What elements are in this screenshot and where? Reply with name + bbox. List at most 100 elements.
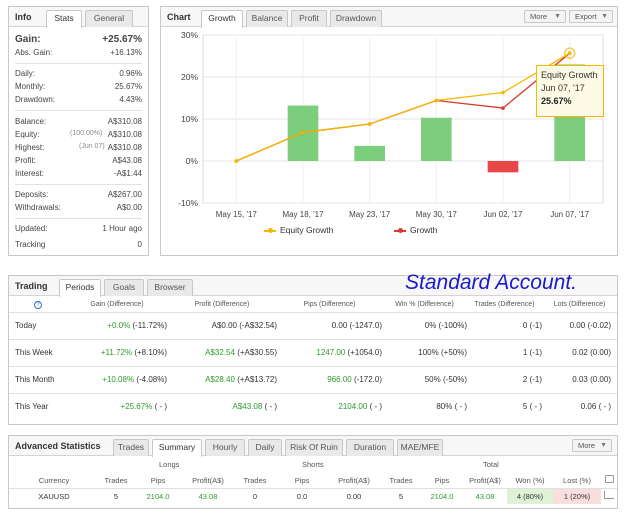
legend-growth-label[interactable]: Growth <box>410 225 438 235</box>
x-tick-label: May 18, '17 <box>282 210 324 219</box>
lots-diff: (0.00) <box>590 375 611 384</box>
profit-cell: A$28.40 <box>205 375 235 384</box>
trades-cell: 5 <box>522 402 528 412</box>
export-label: Export <box>575 12 597 21</box>
y-tick-label: 0% <box>186 156 199 166</box>
tab-daily[interactable]: Daily <box>248 439 282 456</box>
highest-label: Highest: <box>15 143 45 152</box>
tab-trades[interactable]: Trades <box>113 439 149 456</box>
lost-cell: 1 (20%) <box>553 488 601 504</box>
pips-diff: (-1247.0) <box>349 321 382 330</box>
trades-cell: 1 <box>522 348 528 357</box>
tracking-label: Tracking <box>15 240 46 249</box>
header-profit: Profit (Difference) <box>194 301 250 309</box>
chart-tabbar: Chart Growth Balance Profit Drawdown Mor… <box>161 7 617 28</box>
tab-goals[interactable]: Goals <box>104 279 144 296</box>
header-lots: Lots (Difference) <box>553 301 606 309</box>
growth-chart[interactable]: 30% 20% 10% 0% -10% May 15, '17 May 18, '17 May… <box>161 28 617 256</box>
tab-mae-mfe[interactable]: MAE/MFE <box>397 439 443 456</box>
table-row: XAUUSD 5 2104.0 43.08 0 0.0 0.00 5 2104.… <box>9 488 617 504</box>
highlight-point <box>563 47 576 59</box>
drawdown-value: 4.43% <box>119 95 142 104</box>
tab-hourly[interactable]: Hourly <box>205 439 245 456</box>
tab-balance[interactable]: Balance <box>246 10 288 27</box>
tab-profit[interactable]: Profit <box>291 10 327 27</box>
highest-note: (Jun 07) <box>79 143 105 150</box>
short-pips-cell: 0.0 <box>296 491 308 501</box>
win-diff: (-100%) <box>438 321 467 330</box>
x-tick-label: May 30, '17 <box>416 210 458 219</box>
pips-diff: (-172.0) <box>353 375 382 384</box>
equity-growth-point <box>434 98 439 103</box>
equity-value: A$310.08 <box>107 130 142 139</box>
advanced-tabbar: Advanced Statistics Trades Summary Hourl… <box>9 436 617 457</box>
chart-tooltip: Equity Growth Jun 07, '17 25.67% <box>536 65 604 117</box>
equity-growth-point <box>567 51 572 55</box>
gain-diff: (-4.08%) <box>136 375 167 384</box>
equity-growth-line <box>236 52 570 162</box>
highest-value: A$310.08 <box>107 143 142 152</box>
balance-value: A$310.08 <box>107 117 142 126</box>
table-settings-icon[interactable] <box>601 473 617 488</box>
win-cell: 100% <box>418 348 439 357</box>
tab-drawdown[interactable]: Drawdown <box>330 10 382 27</box>
daily-row: Daily: 0.96% <box>15 69 142 80</box>
equity-note: (100.00%) <box>70 130 103 137</box>
abs-gain-row: Abs. Gain: +16.13% <box>15 48 142 59</box>
group-longs: Longs <box>159 460 180 469</box>
win-cell: 80% <box>436 402 453 412</box>
lots-diff: (-0.02) <box>587 321 611 330</box>
chart-export-button[interactable]: Export ▼ <box>569 10 613 23</box>
col-long-profit: Profit(A$) <box>192 475 224 485</box>
drawdown-row: Drawdown: 4.43% <box>15 95 142 106</box>
withdrawals-value: A$0.00 <box>116 203 142 212</box>
more-label: More <box>578 441 596 450</box>
info-icon[interactable]: ? <box>9 298 67 312</box>
updated-label: Updated: <box>15 224 48 233</box>
col-long-trades: Trades <box>104 475 128 485</box>
tab-summary[interactable]: Summary <box>152 439 202 457</box>
withdrawals-row: Withdrawals: A$0.00 <box>15 203 142 214</box>
tab-stats[interactable]: Stats <box>46 10 82 28</box>
trades-diff: (-1) <box>529 375 542 384</box>
header-pips: Pips (Difference) <box>303 301 356 309</box>
currency-cell: XAUUSD <box>38 491 70 501</box>
tab-risk-of-ruin[interactable]: Risk Of Ruin <box>285 439 343 456</box>
equity-growth-point <box>301 130 305 135</box>
growth-bar <box>487 161 519 173</box>
tab-growth[interactable]: Growth <box>201 10 243 28</box>
chart-more-button[interactable]: More ▼ <box>524 10 566 23</box>
tab-duration[interactable]: Duration <box>346 439 394 456</box>
mini-chart-icon[interactable] <box>601 488 617 504</box>
profit-diff: (+A$30.55) <box>237 348 277 357</box>
growth-bar <box>421 117 452 161</box>
profit-cell: A$43.08 <box>232 402 263 412</box>
win-diff: (-50%) <box>442 375 467 384</box>
legend-growth-dot <box>398 228 403 233</box>
trading-panel: Trading Periods Goals Browser Standard A… <box>8 271 618 425</box>
tooltip-value: 25.67% <box>541 96 572 106</box>
y-tick-label: 30% <box>181 30 198 40</box>
chart-panel: Chart Growth Balance Profit Drawdown Mor… <box>160 6 618 256</box>
table-row: This Week +11.72% (+8.10%) A$32.54 (+A$3… <box>9 338 617 366</box>
group-total: Total <box>483 460 499 469</box>
equity-growth-point <box>367 122 372 126</box>
trading-tabbar: Trading Periods Goals Browser Standard A… <box>9 271 617 297</box>
tab-periods[interactable]: Periods <box>59 279 101 297</box>
legend-equity-growth-dot <box>268 228 273 233</box>
highest-row: Highest: (Jun 07) A$310.08 <box>15 143 142 154</box>
table-row: Today +0.0% (-11.72%) A$0.00 (-A$32.54) … <box>9 311 617 339</box>
profit-diff: (-A$32.54) <box>239 321 277 330</box>
header-gain: Gain (Difference) <box>90 301 144 309</box>
advanced-more-button[interactable]: More ▼ <box>572 439 612 452</box>
tab-general[interactable]: General <box>85 10 133 27</box>
tab-browser[interactable]: Browser <box>147 279 193 296</box>
col-long-pips: Pips <box>150 475 166 485</box>
advanced-stats-panel: Advanced Statistics Trades Summary Hourl… <box>8 435 618 509</box>
trading-title: Trading <box>15 281 48 291</box>
long-profit-cell: 43.08 <box>198 491 218 501</box>
win-cell: 0% <box>424 321 437 330</box>
total-pips-cell: 2104.0 <box>430 491 454 501</box>
legend-equity-growth-label[interactable]: Equity Growth <box>280 225 334 235</box>
col-total-trades: Trades <box>389 475 413 485</box>
